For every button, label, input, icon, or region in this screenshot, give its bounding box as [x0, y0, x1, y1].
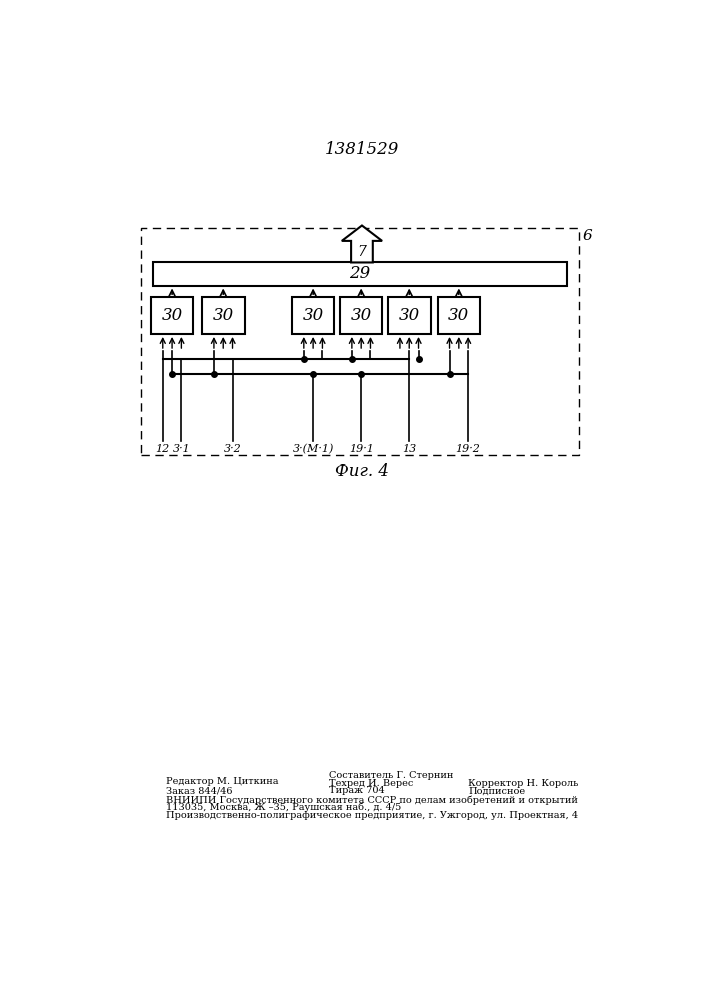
Bar — [151, 297, 194, 334]
Text: ВНИИПИ Государственного комитета СССР по делам изобретений и открытий: ВНИИПИ Государственного комитета СССР по… — [166, 795, 578, 805]
Text: 30: 30 — [303, 307, 324, 324]
Text: Редактор М. Циткина: Редактор М. Циткина — [166, 777, 279, 786]
Text: 3·(М·1): 3·(М·1) — [293, 444, 334, 454]
Text: 30: 30 — [351, 307, 372, 324]
Text: 12: 12 — [156, 444, 170, 454]
Text: Тираж 704: Тираж 704 — [329, 786, 385, 795]
Text: Подписное: Подписное — [468, 786, 525, 795]
Bar — [340, 297, 382, 334]
Text: 30: 30 — [448, 307, 469, 324]
Bar — [388, 297, 431, 334]
Text: Производственно-полиграфическое предприятие, г. Ужгород, ул. Проектная, 4: Производственно-полиграфическое предприя… — [166, 811, 578, 820]
Bar — [141, 228, 579, 455]
Text: Составитель Г. Стернин: Составитель Г. Стернин — [329, 771, 453, 780]
Bar — [292, 297, 334, 334]
Text: Заказ 844/46: Заказ 844/46 — [166, 786, 233, 795]
Text: 29: 29 — [349, 265, 370, 282]
Text: 1381529: 1381529 — [325, 141, 399, 158]
Text: 30: 30 — [161, 307, 182, 324]
Text: Корректор Н. Король: Корректор Н. Король — [468, 779, 578, 788]
Text: 6: 6 — [582, 229, 592, 243]
Bar — [202, 297, 245, 334]
Text: 3·1: 3·1 — [173, 444, 190, 454]
Bar — [438, 297, 480, 334]
Text: 113035, Москва, Ж –35, Раушская наб., д. 4/5: 113035, Москва, Ж –35, Раушская наб., д.… — [166, 803, 401, 812]
Text: 19·2: 19·2 — [456, 444, 481, 454]
Polygon shape — [341, 225, 382, 262]
Text: 3·2: 3·2 — [223, 444, 241, 454]
Text: 30: 30 — [399, 307, 420, 324]
Bar — [153, 262, 567, 286]
Text: 30: 30 — [213, 307, 234, 324]
Text: Техред И. Верес: Техред И. Верес — [329, 779, 413, 788]
Text: 7: 7 — [358, 245, 366, 259]
Text: Фиг. 4: Фиг. 4 — [335, 463, 389, 480]
Text: 19·1: 19·1 — [349, 444, 373, 454]
Text: 13: 13 — [402, 444, 416, 454]
